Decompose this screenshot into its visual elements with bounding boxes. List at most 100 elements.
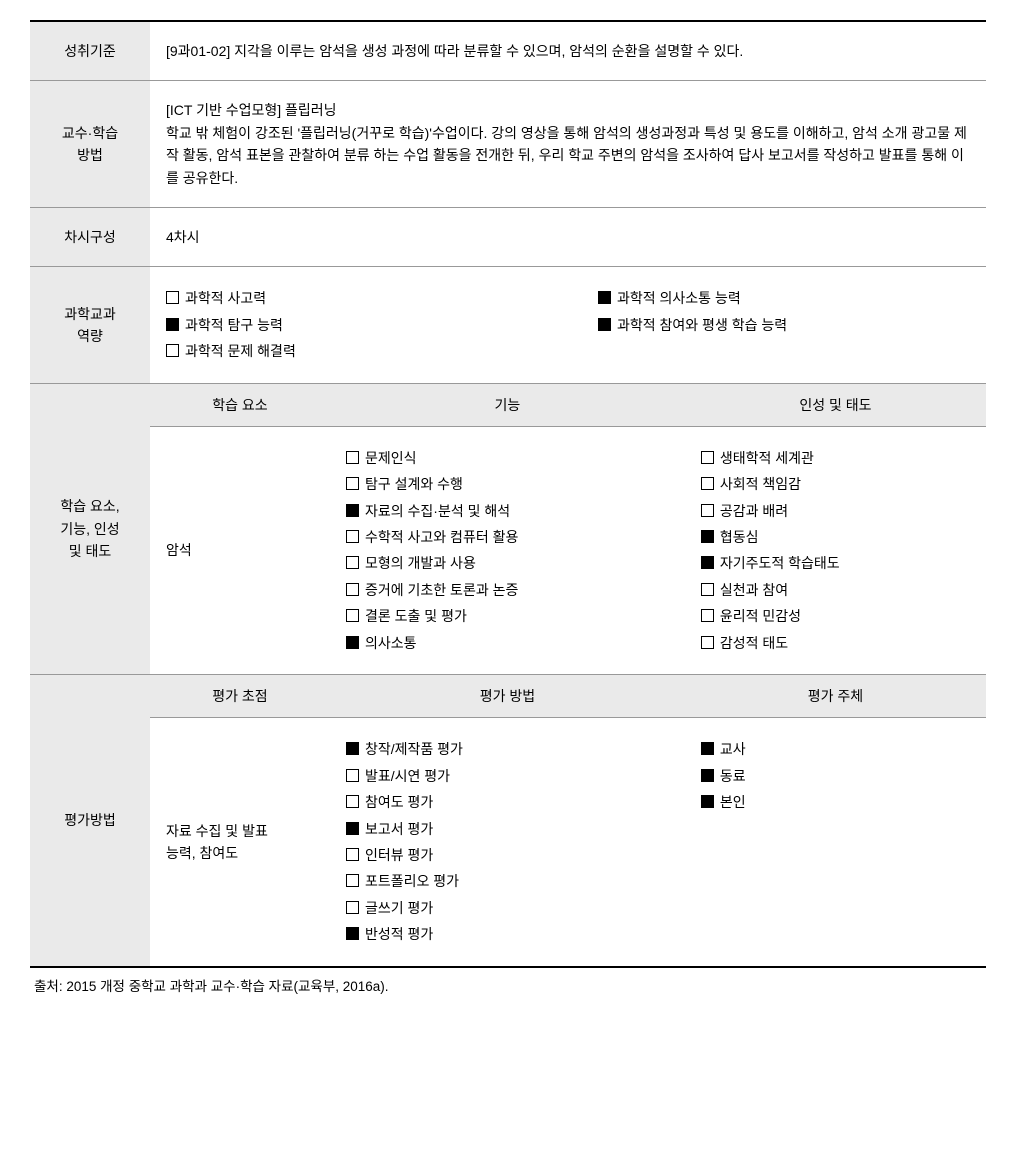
checkbox-empty-icon bbox=[346, 609, 359, 622]
checkbox-checked-icon bbox=[701, 742, 714, 755]
competency-item: 과학적 탐구 능력 bbox=[166, 312, 538, 338]
skill-item: 문제인식 bbox=[346, 445, 669, 471]
skill-item: 결론 도출 및 평가 bbox=[346, 603, 669, 629]
checkbox-empty-icon bbox=[701, 451, 714, 464]
eval-subject-item: 교사 bbox=[701, 736, 970, 762]
checkbox-empty-icon bbox=[701, 636, 714, 649]
label-method: 교수·학습 방법 bbox=[30, 81, 150, 208]
row-method: 교수·학습 방법 [ICT 기반 수업모형] 플립러닝 학교 밖 체험이 강조된… bbox=[30, 81, 986, 208]
label-achievement: 성취기준 bbox=[30, 21, 150, 81]
elements-col3: 생태학적 세계관사회적 책임감공감과 배려협동심자기주도적 학습태도실천과 참여… bbox=[685, 426, 986, 674]
eval-method-item: 인터뷰 평가 bbox=[346, 842, 669, 868]
attitude-label: 감성적 태도 bbox=[720, 632, 788, 654]
eval-method-label: 창작/제작품 평가 bbox=[365, 738, 463, 760]
label-eval: 평가방법 bbox=[30, 675, 150, 967]
attitude-label: 자기주도적 학습태도 bbox=[720, 552, 840, 574]
skill-label: 의사소통 bbox=[365, 632, 417, 654]
attitude-label: 협동심 bbox=[720, 526, 759, 548]
skill-item: 의사소통 bbox=[346, 630, 669, 656]
checkbox-empty-icon bbox=[701, 504, 714, 517]
checkbox-empty-icon bbox=[701, 583, 714, 596]
skill-item: 모형의 개발과 사용 bbox=[346, 550, 669, 576]
label-sessions: 차시구성 bbox=[30, 207, 150, 266]
competency-label: 과학적 의사소통 능력 bbox=[617, 287, 741, 309]
checkbox-empty-icon bbox=[701, 477, 714, 490]
header-learning-element: 학습 요소 bbox=[150, 383, 330, 426]
content-sessions: 4차시 bbox=[150, 207, 986, 266]
attitude-label: 공감과 배려 bbox=[720, 500, 788, 522]
skill-label: 자료의 수집·분석 및 해석 bbox=[365, 500, 510, 522]
attitude-item: 생태학적 세계관 bbox=[701, 445, 970, 471]
eval-col1: 자료 수집 및 발표 능력, 참여도 bbox=[150, 718, 330, 967]
elements-col2: 문제인식탐구 설계와 수행자료의 수집·분석 및 해석수학적 사고와 컴퓨터 활… bbox=[330, 426, 685, 674]
checkbox-checked-icon bbox=[701, 556, 714, 569]
competency-item: 과학적 문제 해결력 bbox=[166, 338, 538, 364]
attitude-label: 생태학적 세계관 bbox=[720, 447, 814, 469]
eval-method-label: 글쓰기 평가 bbox=[365, 897, 433, 919]
checkbox-checked-icon bbox=[598, 318, 611, 331]
attitude-item: 윤리적 민감성 bbox=[701, 603, 970, 629]
attitude-item: 협동심 bbox=[701, 524, 970, 550]
eval-method-item: 글쓰기 평가 bbox=[346, 895, 669, 921]
attitude-item: 공감과 배려 bbox=[701, 498, 970, 524]
eval-method-label: 발표/시연 평가 bbox=[365, 765, 450, 787]
header-attitude: 인성 및 태도 bbox=[685, 383, 986, 426]
eval-method-item: 참여도 평가 bbox=[346, 789, 669, 815]
checkbox-checked-icon bbox=[346, 742, 359, 755]
checkbox-empty-icon bbox=[346, 901, 359, 914]
checkbox-empty-icon bbox=[346, 477, 359, 490]
row-sessions: 차시구성 4차시 bbox=[30, 207, 986, 266]
checkbox-checked-icon bbox=[598, 291, 611, 304]
content-method: [ICT 기반 수업모형] 플립러닝 학교 밖 체험이 강조된 '플립러닝(거꾸… bbox=[150, 81, 986, 208]
skill-label: 증거에 기초한 토론과 논증 bbox=[365, 579, 518, 601]
eval-method-label: 보고서 평가 bbox=[365, 818, 433, 840]
label-elements: 학습 요소, 기능, 인성 및 태도 bbox=[30, 383, 150, 675]
elements-col1: 암석 bbox=[150, 426, 330, 674]
skill-label: 모형의 개발과 사용 bbox=[365, 552, 476, 574]
competency-item: 과학적 사고력 bbox=[166, 285, 538, 311]
content-competency: 과학적 사고력과학적 탐구 능력과학적 문제 해결력 과학적 의사소통 능력과학… bbox=[150, 267, 986, 383]
attitude-label: 사회적 책임감 bbox=[720, 473, 801, 495]
row-elements-body: 암석 문제인식탐구 설계와 수행자료의 수집·분석 및 해석수학적 사고와 컴퓨… bbox=[30, 426, 986, 674]
eval-method-item: 반성적 평가 bbox=[346, 921, 669, 947]
checkbox-checked-icon bbox=[701, 795, 714, 808]
eval-col2: 창작/제작품 평가발표/시연 평가참여도 평가보고서 평가인터뷰 평가포트폴리오… bbox=[330, 718, 685, 967]
header-eval-subject: 평가 주체 bbox=[685, 675, 986, 718]
label-competency: 과학교과 역량 bbox=[30, 267, 150, 383]
skill-item: 탐구 설계와 수행 bbox=[346, 471, 669, 497]
eval-method-item: 보고서 평가 bbox=[346, 816, 669, 842]
eval-subject-item: 동료 bbox=[701, 763, 970, 789]
eval-method-label: 포트폴리오 평가 bbox=[365, 870, 459, 892]
checkbox-checked-icon bbox=[346, 822, 359, 835]
checkbox-empty-icon bbox=[346, 530, 359, 543]
checkbox-empty-icon bbox=[166, 291, 179, 304]
checkbox-empty-icon bbox=[346, 848, 359, 861]
eval-method-item: 창작/제작품 평가 bbox=[346, 736, 669, 762]
eval-subject-item: 본인 bbox=[701, 789, 970, 815]
skill-item: 증거에 기초한 토론과 논증 bbox=[346, 577, 669, 603]
skill-label: 수학적 사고와 컴퓨터 활용 bbox=[365, 526, 518, 548]
competency-label: 과학적 사고력 bbox=[185, 287, 266, 309]
header-eval-method: 평가 방법 bbox=[330, 675, 685, 718]
attitude-item: 실천과 참여 bbox=[701, 577, 970, 603]
skill-label: 탐구 설계와 수행 bbox=[365, 473, 463, 495]
checkbox-checked-icon bbox=[701, 769, 714, 782]
checkbox-checked-icon bbox=[346, 504, 359, 517]
checkbox-empty-icon bbox=[346, 451, 359, 464]
row-eval-body: 자료 수집 및 발표 능력, 참여도 창작/제작품 평가발표/시연 평가참여도 … bbox=[30, 718, 986, 967]
eval-method-item: 발표/시연 평가 bbox=[346, 763, 669, 789]
checkbox-empty-icon bbox=[346, 874, 359, 887]
attitude-item: 자기주도적 학습태도 bbox=[701, 550, 970, 576]
attitude-label: 윤리적 민감성 bbox=[720, 605, 801, 627]
attitude-label: 실천과 참여 bbox=[720, 579, 788, 601]
eval-subject-label: 교사 bbox=[720, 738, 746, 760]
skill-label: 문제인식 bbox=[365, 447, 417, 469]
eval-method-label: 반성적 평가 bbox=[365, 923, 433, 945]
header-skill: 기능 bbox=[330, 383, 685, 426]
eval-subject-label: 동료 bbox=[720, 765, 746, 787]
header-eval-focus: 평가 초점 bbox=[150, 675, 330, 718]
eval-method-item: 포트폴리오 평가 bbox=[346, 868, 669, 894]
eval-subject-label: 본인 bbox=[720, 791, 746, 813]
checkbox-empty-icon bbox=[346, 795, 359, 808]
checkbox-checked-icon bbox=[346, 927, 359, 940]
